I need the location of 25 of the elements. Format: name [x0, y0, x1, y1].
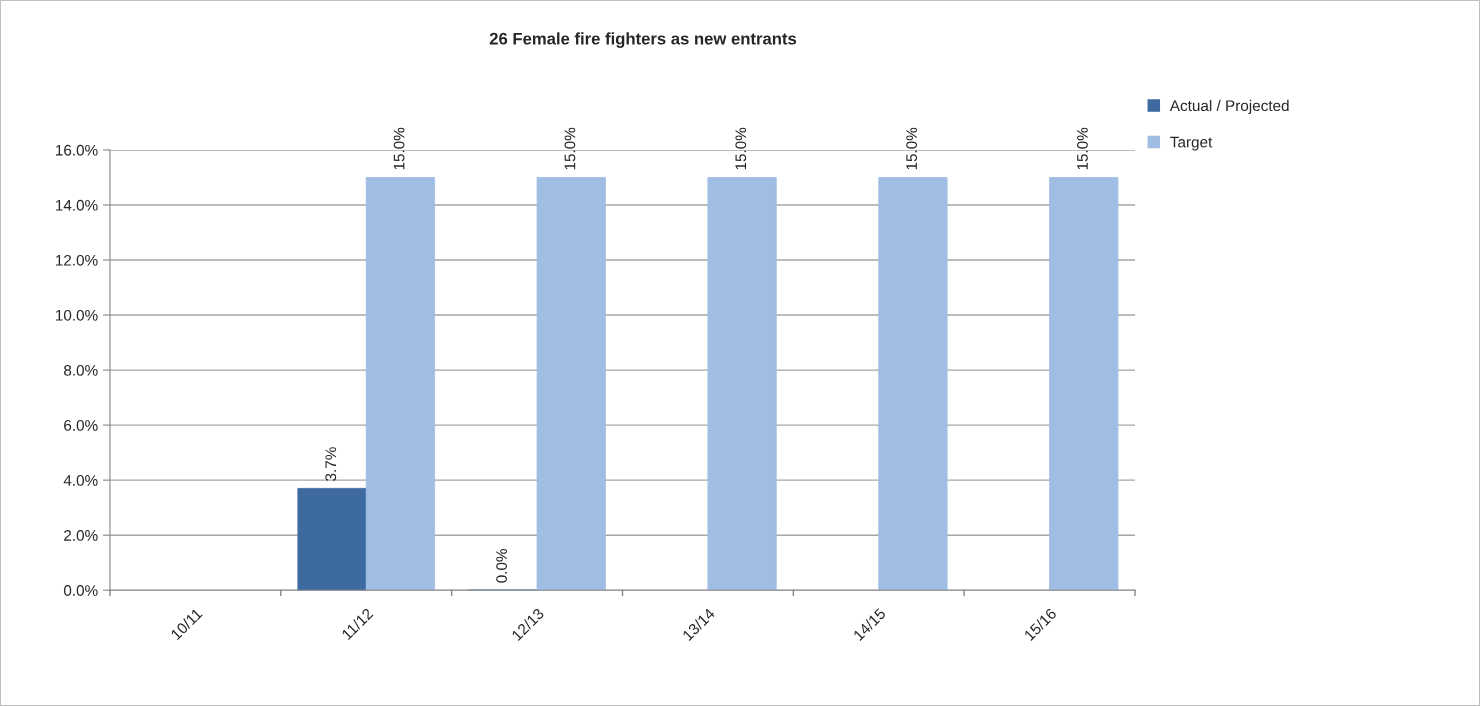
y-tick-label: 14.0%	[56, 199, 98, 211]
y-tick-label: 12.0%	[56, 254, 98, 266]
bar	[707, 177, 777, 591]
y-tick-label: 6.0%	[64, 419, 98, 431]
y-tick-label: 8.0%	[64, 364, 98, 376]
data-label: 15.0%	[1077, 127, 1088, 170]
bar	[878, 177, 948, 591]
data-label: 15.0%	[564, 127, 576, 170]
y-tick-label: 16.0%	[56, 144, 98, 156]
bar	[536, 177, 606, 591]
legend-label: Actual / Projected	[1169, 99, 1289, 115]
chart-title: 26 Female fire fighters as new entrants	[489, 32, 797, 48]
data-label: 15.0%	[906, 127, 918, 170]
data-label: 15.0%	[393, 127, 405, 170]
y-tick-label: 0.0%	[63, 585, 98, 596]
y-tick-label: 2.0%	[64, 530, 98, 541]
y-tick-label: 4.0%	[63, 475, 98, 486]
bar	[365, 177, 435, 591]
data-label: 0.0%	[496, 548, 507, 583]
data-label: 3.7%	[325, 447, 337, 481]
bar	[297, 487, 367, 591]
legend-label: Target	[1170, 136, 1213, 151]
data-label: 15.0%	[735, 127, 747, 170]
bar	[1049, 177, 1119, 591]
y-tick-label: 10.0%	[56, 309, 98, 321]
